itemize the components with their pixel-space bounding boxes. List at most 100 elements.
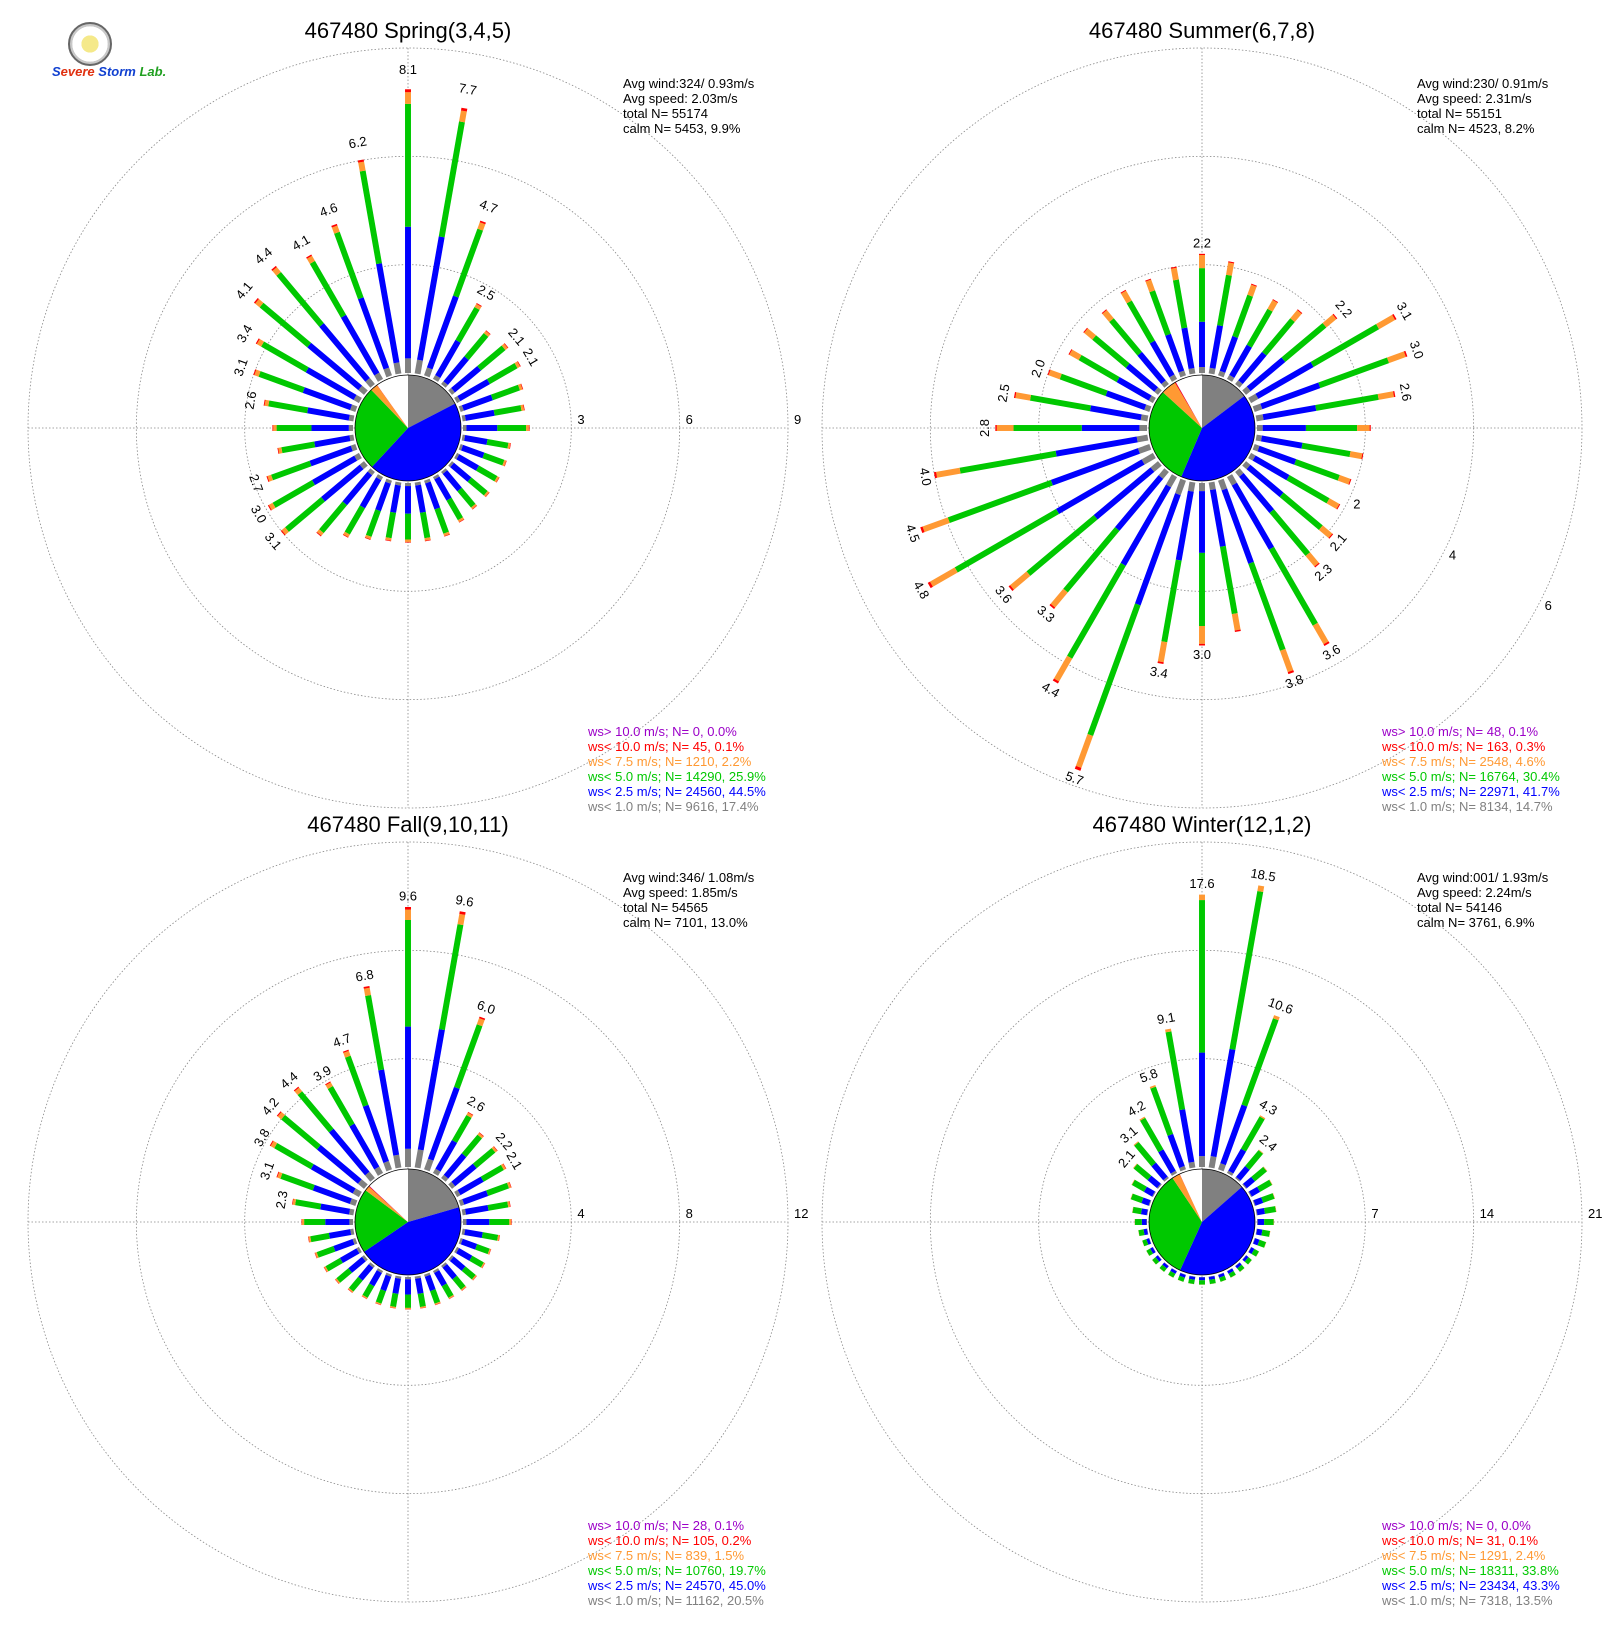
bar-segment	[405, 907, 411, 910]
bar-segment	[458, 1199, 465, 1206]
bar-segment	[268, 400, 309, 414]
stats-line: total N= 54146	[1417, 900, 1502, 915]
bar-segment	[1179, 1109, 1195, 1163]
bar-segment	[393, 362, 402, 375]
bar-segment	[1148, 395, 1156, 404]
bar-segment	[308, 1236, 312, 1243]
bar-stack-110	[1252, 1238, 1267, 1248]
bar-segment	[1219, 1275, 1227, 1282]
bar-segment	[1143, 1186, 1155, 1197]
bar-segment	[417, 1029, 445, 1151]
bar-segment	[1165, 1031, 1186, 1111]
bar-segment	[280, 1173, 315, 1191]
bar-stack-230	[334, 1255, 368, 1285]
bar-segment	[281, 441, 316, 454]
bar-segment	[441, 1283, 454, 1298]
bar-segment	[1158, 1149, 1176, 1174]
bar-segment	[349, 1123, 380, 1170]
bar-segment	[385, 478, 392, 484]
bar-segment	[425, 481, 441, 510]
ring-label: 21	[1588, 1206, 1602, 1221]
bar-segment	[1150, 1086, 1174, 1136]
bar-segment	[1146, 1250, 1150, 1256]
bar-segment	[1336, 503, 1341, 510]
bar-value-label: 2.2	[1193, 235, 1211, 250]
bar-segment	[357, 159, 365, 163]
bar-segment	[467, 1111, 474, 1116]
bar-segment	[414, 1275, 421, 1279]
bar-segment	[444, 534, 450, 537]
bar-segment	[451, 1163, 477, 1187]
bar-segment	[395, 1275, 402, 1279]
bar-stack-320	[271, 265, 375, 388]
bar-segment	[500, 1163, 506, 1171]
bar-segment	[432, 1168, 441, 1176]
bar-segment	[1008, 585, 1014, 591]
bar-segment	[1264, 1242, 1267, 1248]
bar-segment	[1272, 299, 1279, 303]
bar-segment	[304, 1219, 326, 1225]
bar-stack-30	[1226, 1115, 1266, 1176]
stats-line: Avg speed: 2.24m/s	[1417, 885, 1532, 900]
bar-value-label: 3.8	[251, 1126, 273, 1149]
bar-segment	[1134, 1219, 1142, 1225]
bar-segment	[405, 1277, 411, 1280]
bar-segment	[456, 454, 480, 471]
bar-segment	[405, 539, 411, 542]
bar-segment	[496, 477, 500, 483]
bar-segment	[1219, 545, 1238, 615]
chart-title: 467480 Summer(6,7,8)	[1089, 18, 1315, 43]
bar-segment	[420, 1307, 427, 1309]
bar-segment	[1208, 481, 1216, 491]
bar-value-label: 9.6	[454, 892, 474, 910]
bar-segment	[1235, 380, 1243, 388]
bar-segment	[316, 531, 322, 537]
bar-segment	[316, 1246, 336, 1258]
bar-value-label: 2.6	[242, 390, 260, 410]
bar-segment	[1069, 349, 1082, 361]
center-pie-slice	[1180, 1186, 1255, 1275]
legend-entry: ws< 7.5 m/s; N= 1291, 2.4%	[1381, 1548, 1546, 1563]
bar-segment	[1255, 361, 1314, 399]
bar-segment	[933, 471, 938, 479]
bar-segment	[995, 425, 997, 431]
bar-value-label: 18.5	[1249, 865, 1277, 884]
bar-segment	[354, 452, 362, 461]
bar-segment	[1047, 369, 1051, 376]
bar-stack-350	[1170, 266, 1196, 375]
bar-segment	[1199, 268, 1205, 322]
bar-segment	[1180, 1272, 1186, 1275]
bar-value-label: 4.2	[1125, 1097, 1148, 1119]
bar-stack-30	[432, 1111, 474, 1176]
bar-segment	[1263, 1206, 1277, 1214]
bar-segment	[1170, 267, 1179, 281]
bar-stack-50	[448, 343, 509, 395]
bar-segment	[358, 385, 368, 395]
bar-stack-160	[1218, 1272, 1227, 1282]
bar-segment	[1239, 472, 1275, 514]
bar-stack-280	[1132, 1206, 1149, 1216]
bar-segment	[277, 1111, 285, 1120]
bar-segment	[1199, 255, 1205, 269]
bar-segment	[365, 377, 375, 388]
bar-stack-270	[301, 1219, 353, 1225]
bar-segment	[493, 405, 522, 416]
bar-segment	[307, 407, 350, 421]
bar-stack-210	[361, 1268, 384, 1300]
bar-segment	[352, 1188, 362, 1198]
bar-segment	[920, 526, 925, 533]
bar-stack-240	[267, 452, 362, 511]
bar-stack-350	[357, 159, 402, 375]
bar-segment	[507, 442, 511, 449]
bar-segment	[441, 1174, 449, 1182]
bar-segment	[1228, 261, 1235, 264]
bar-segment	[256, 338, 265, 347]
bar-segment	[1161, 380, 1169, 388]
bar-stack-280	[263, 399, 355, 422]
bar-segment	[430, 1289, 441, 1304]
bar-segment	[376, 1268, 384, 1274]
bar-segment	[1228, 1148, 1247, 1174]
bar-stack-130	[448, 1255, 477, 1281]
bar-segment	[321, 464, 364, 502]
bar-segment	[448, 1255, 454, 1262]
